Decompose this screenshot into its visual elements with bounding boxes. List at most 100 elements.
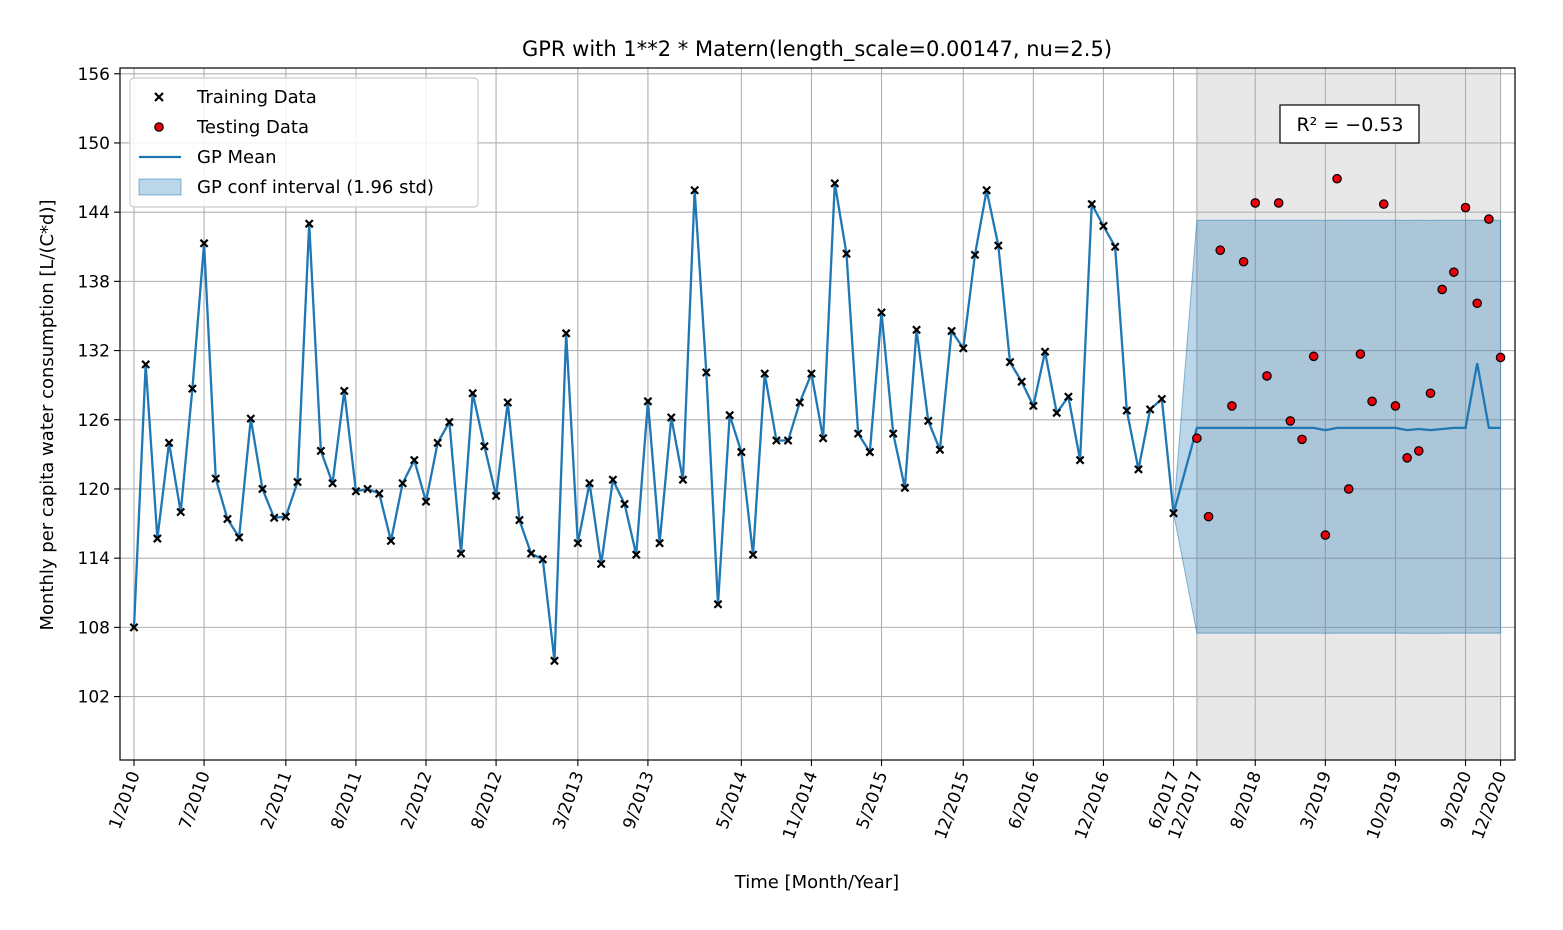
training-data-point [328,478,337,488]
training-data-point [888,429,898,438]
testing-data-point [1414,446,1424,456]
testing-data-point [1227,401,1237,411]
training-data-point [456,549,466,558]
y-tick-label: 150 [78,134,110,154]
training-data-point [830,178,840,188]
training-data-point [643,396,653,406]
training-data-point [1040,347,1050,357]
testing-data-point [1437,284,1447,295]
training-data-point [386,536,396,546]
test-region-shading [1196,68,1501,760]
testing-data-point [1238,256,1249,267]
training-data-point [351,486,361,496]
training-data-point [1064,392,1073,402]
training-data-point [491,491,501,501]
training-data-point [421,497,431,507]
r2-annotation-box [1279,104,1420,144]
training-data-point [678,475,688,485]
legend-label: GP Mean [197,147,277,168]
training-data-point [398,478,408,488]
testing-data-point [1390,401,1401,411]
training-data-point [1099,221,1108,231]
training-data-point [176,507,186,517]
testing-data-point [1355,349,1366,359]
legend-label: GP conf interval (1.96 std) [197,177,434,198]
training-data-point [585,478,594,488]
legend: Training Data Testing Data GP Mean GP conf … [129,77,479,208]
legend-label: Testing Data [196,117,309,138]
testing-data-point [1472,298,1482,309]
legend-marker-testing [154,122,164,132]
training-data-point [561,328,571,338]
testing-data-point [1367,396,1377,407]
testing-data-point [1484,214,1494,224]
chart-title: GPR with 1**2 * Matern(length_scale=0.00… [522,37,1112,62]
training-data-point [258,484,267,494]
training-data-point [1157,394,1167,404]
x-axis-label: Time [Month/Year] [734,872,899,893]
training-data-point [865,447,875,457]
training-data-point [515,515,524,525]
r2-annotation-text: R² = −0.53 [1296,114,1403,136]
testing-data-point [1460,202,1471,213]
training-data-point [877,308,886,317]
y-tick-label: 126 [78,411,110,431]
y-axis-ticks: 102 108 114 120 126 132 138 144 150 156 [78,65,120,708]
x-axis-ticks: 1/2010 7/2010 2/2011 8/2011 2/2012 8/2012 3/20… [105,760,1511,842]
grid-lines [120,68,1515,760]
training-data-point [199,238,209,248]
y-tick-label: 120 [78,480,110,500]
testing-data-point [1308,351,1319,362]
gp-mean-lines [132,183,1501,661]
training-data-point [795,398,805,407]
training-data-point [188,384,197,394]
testing-data-point [1449,267,1459,277]
testing-data-point [1343,484,1354,494]
testing-data-point [1285,416,1296,426]
training-data-point [807,369,816,379]
training-data-point [363,484,372,494]
training-data-point [550,656,559,666]
training-data-point [1028,401,1038,411]
training-data-point [468,388,478,398]
training-data-point [818,433,828,443]
training-data-point [339,386,349,396]
training-data-point [947,326,956,336]
testing-data-point [1402,453,1412,463]
training-data-point [1005,357,1015,367]
testing-data-point [1250,198,1261,208]
training-data-point [713,599,723,609]
testing-data-point [1273,198,1284,208]
training-data-point [1052,408,1062,418]
training-data-point [211,474,221,483]
training-data-point [912,325,921,335]
training-data-point [958,343,968,353]
gp-mean-line-train [132,183,1175,661]
training-data-point [234,533,244,542]
training-data-point [666,413,676,422]
training-data-point [853,429,863,438]
testing-data-point [1215,245,1226,256]
training-data-point [736,447,746,457]
training-data-point [1169,508,1178,518]
training-data-point [620,499,629,509]
legend-box [129,77,479,208]
training-data-point [269,513,279,523]
training-data-point [631,550,641,560]
testing-data-point [1297,434,1307,445]
training-data-point [748,550,758,560]
training-data-point [573,538,583,548]
training-data-point [1134,464,1143,474]
testing-data-point [1332,173,1342,184]
training-data-point [503,398,513,407]
y-axis-label: Monthly per capita water consumption [L/… [37,199,58,630]
testing-data-point [1262,371,1272,381]
training-data-point [935,445,945,455]
training-data-point [760,369,770,379]
testing-data-point [1495,352,1506,363]
training-data-point [701,368,711,377]
legend-marker-conf [138,178,182,196]
training-data-point [1145,405,1155,414]
training-data-point [608,475,618,485]
